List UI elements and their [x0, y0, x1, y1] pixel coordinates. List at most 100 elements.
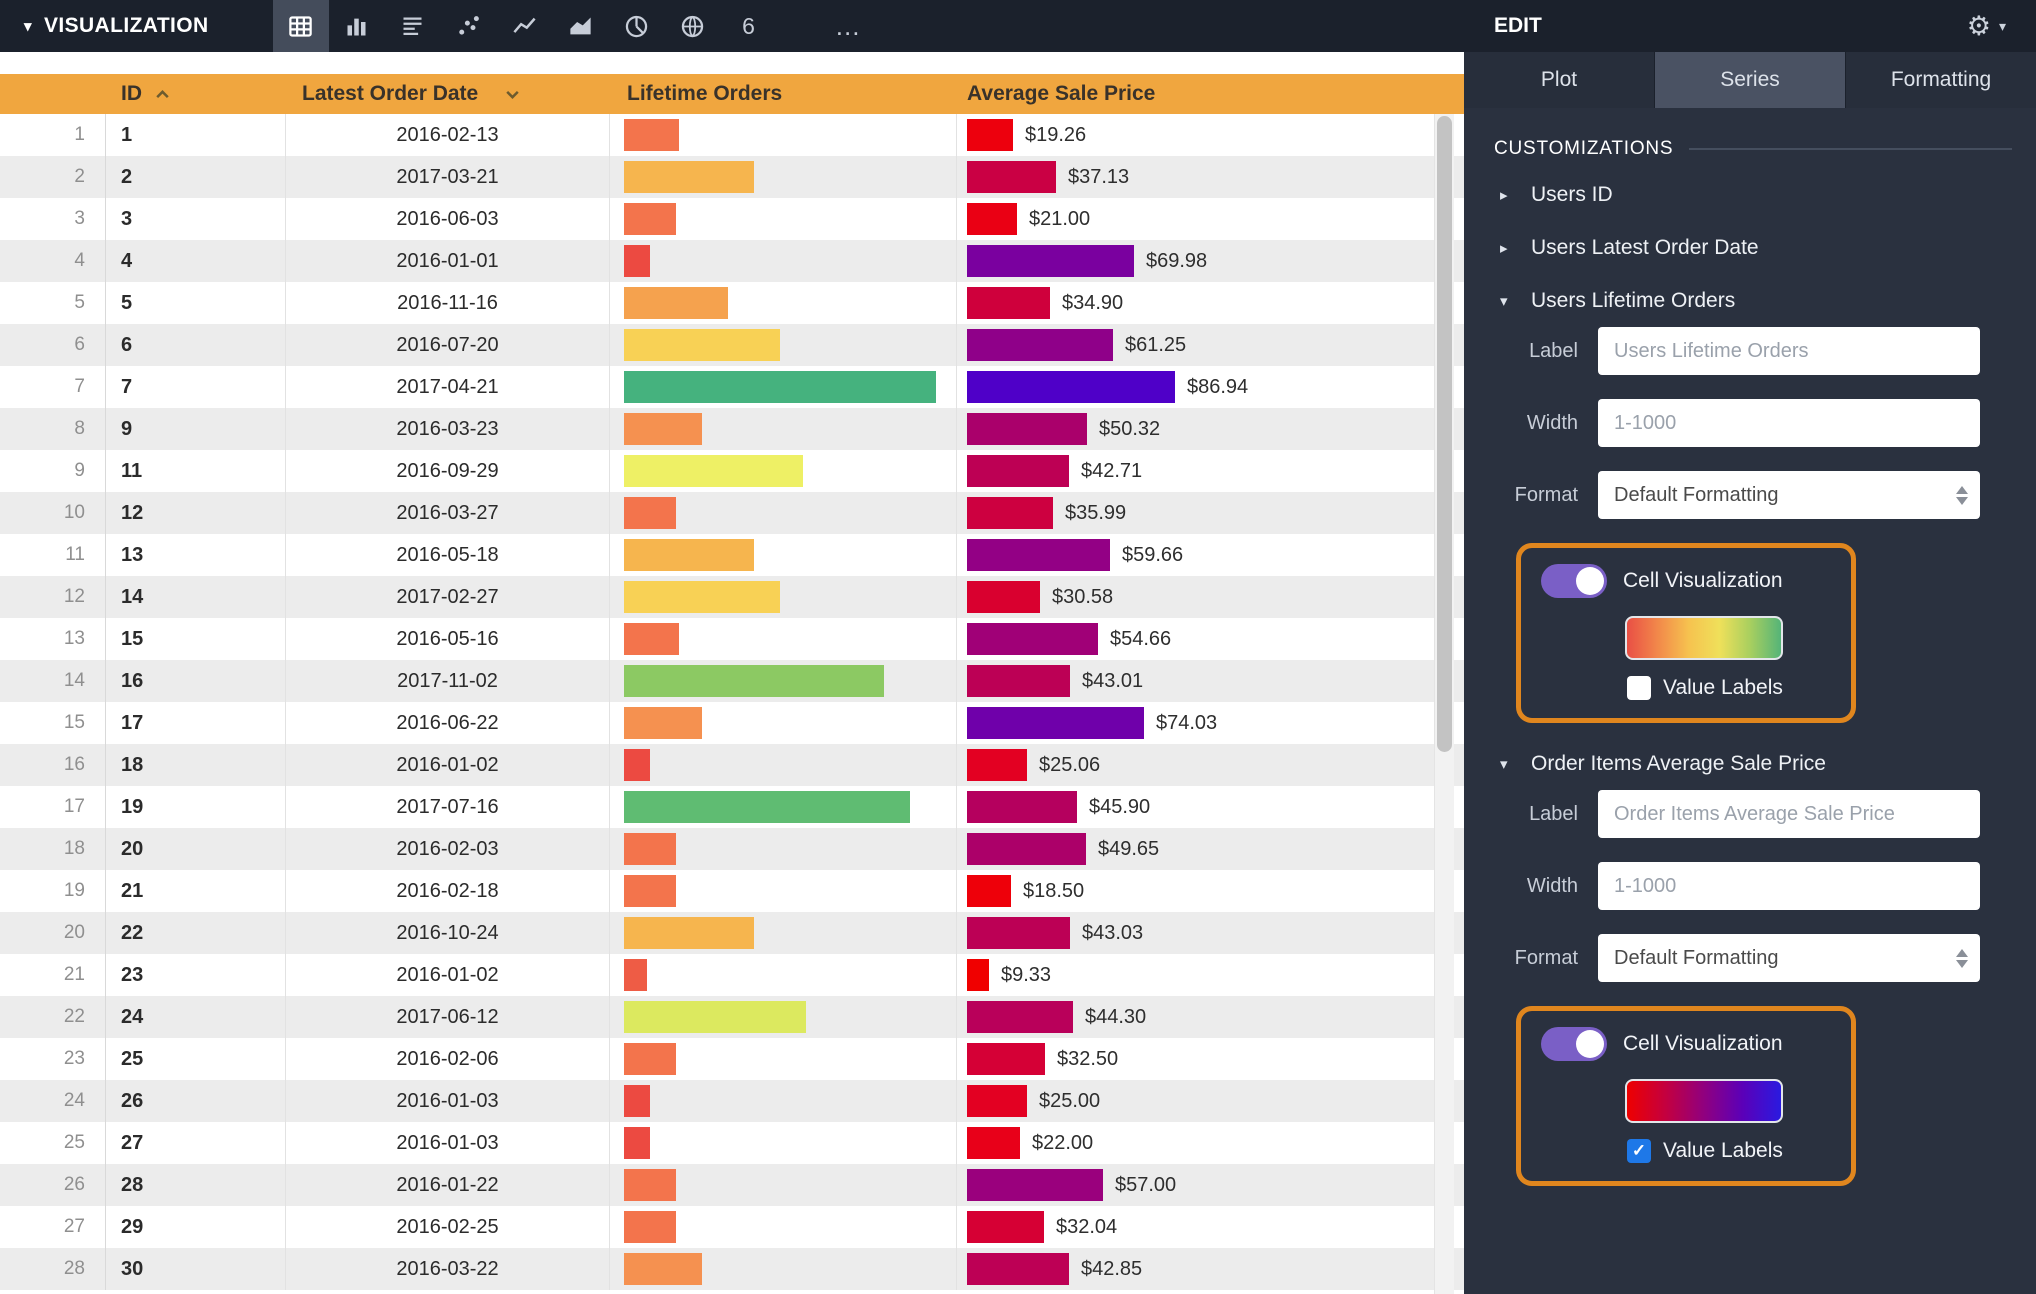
line-chart-icon[interactable]	[497, 0, 553, 52]
format-select[interactable]: Default Formatting	[1598, 471, 1980, 519]
row-number: 18	[0, 828, 106, 870]
table-row: 6 6 2016-07-20 $61.25	[0, 324, 1464, 366]
cell-visualization-highlight-box: Cell Visualization ✓ Value Labels	[1516, 543, 1856, 723]
color-gradient-swatch[interactable]	[1625, 616, 1783, 660]
sale-price-bar	[967, 581, 1040, 613]
value-labels-checkbox[interactable]: ✓	[1627, 676, 1651, 700]
vertical-scrollbar[interactable]	[1434, 114, 1454, 1294]
cell-lifetime-orders	[610, 282, 957, 324]
row-number: 16	[0, 744, 106, 786]
cell-lifetime-orders	[610, 450, 957, 492]
width-input[interactable]	[1598, 399, 1980, 447]
edit-panel-body: CUSTOMIZATIONS ▸ Users ID ▸ Users Latest…	[1464, 108, 2036, 1196]
cell-latest-order-date: 2016-02-06	[286, 1038, 610, 1080]
sale-price-bar	[967, 539, 1110, 571]
text-report-icon[interactable]	[385, 0, 441, 52]
label-field-label: Label	[1529, 802, 1578, 825]
edit-panel-title: EDIT	[1494, 14, 1542, 37]
cell-latest-order-date: 2017-11-02	[286, 660, 610, 702]
cell-average-sale-price: $43.01	[957, 660, 1464, 702]
cell-average-sale-price: $37.13	[957, 156, 1464, 198]
table-row: 4 4 2016-01-01 $69.98	[0, 240, 1464, 282]
width-input[interactable]	[1598, 862, 1980, 910]
sale-price-bar	[967, 875, 1011, 907]
section-order-items-average-sale-price[interactable]: ▾ Order Items Average Sale Price	[1494, 737, 2012, 790]
sale-price-bar	[967, 1253, 1069, 1285]
edit-panel: Plot Series Formatting CUSTOMIZATIONS ▸ …	[1464, 52, 2036, 1294]
lifetime-orders-bar	[624, 161, 754, 193]
tab-plot[interactable]: Plot	[1464, 52, 1655, 108]
table-row: 7 7 2017-04-21 $86.94	[0, 366, 1464, 408]
sale-price-value-label: $35.99	[1065, 501, 1127, 524]
cell-visualization-highlight-box: Cell Visualization ✓ Value Labels	[1516, 1006, 1856, 1186]
sale-price-bar	[967, 1211, 1044, 1243]
customizations-heading: CUSTOMIZATIONS	[1494, 138, 2012, 160]
lifetime-orders-bar	[624, 1169, 676, 1201]
cell-average-sale-price: $42.71	[957, 450, 1464, 492]
value-labels-checkbox[interactable]: ✓	[1627, 1139, 1651, 1163]
lifetime-orders-bar	[624, 455, 803, 487]
cell-latest-order-date: 2016-11-16	[286, 282, 610, 324]
column-chart-icon[interactable]	[329, 0, 385, 52]
header-average-sale-price[interactable]: Average Sale Price	[957, 74, 1464, 114]
table-viz-icon[interactable]	[272, 0, 329, 52]
cell-latest-order-date: 2016-01-02	[286, 744, 610, 786]
cell-visualization-toggle[interactable]	[1541, 564, 1607, 598]
label-input[interactable]	[1598, 790, 1980, 838]
cell-lifetime-orders	[610, 324, 957, 366]
sale-price-value-label: $42.71	[1081, 459, 1143, 482]
row-number: 25	[0, 1122, 106, 1164]
tab-series[interactable]: Series	[1655, 52, 1846, 108]
pie-chart-icon[interactable]	[609, 0, 665, 52]
header-lifetime-orders[interactable]: Lifetime Orders	[610, 74, 957, 114]
format-field-label: Format	[1514, 483, 1578, 506]
lifetime-orders-bar	[624, 1085, 650, 1117]
color-gradient-swatch[interactable]	[1625, 1079, 1783, 1123]
header-latest-order-date[interactable]: Latest Order Date	[286, 74, 610, 114]
sale-price-bar	[967, 203, 1017, 235]
sale-price-value-label: $59.66	[1122, 543, 1184, 566]
cell-id: 26	[106, 1080, 286, 1122]
sort-desc-icon[interactable]	[504, 86, 521, 103]
sale-price-value-label: $34.90	[1062, 291, 1124, 314]
cell-lifetime-orders	[610, 1122, 957, 1164]
label-input[interactable]	[1598, 327, 1980, 375]
lifetime-orders-bar	[624, 539, 754, 571]
cell-average-sale-price: $50.32	[957, 408, 1464, 450]
table-row: 24 26 2016-01-03 $25.00	[0, 1080, 1464, 1122]
panel-settings-button[interactable]: ⚙ ▾	[1967, 11, 2006, 42]
format-select[interactable]: Default Formatting	[1598, 934, 1980, 982]
row-number: 13	[0, 618, 106, 660]
cell-visualization-toggle[interactable]	[1541, 1027, 1607, 1061]
visualization-menu[interactable]: ▾ VISUALIZATION	[0, 14, 209, 38]
width-field-label: Width	[1526, 874, 1578, 897]
cell-id: 21	[106, 870, 286, 912]
table-row: 14 16 2017-11-02 $43.01	[0, 660, 1464, 702]
single-value-icon[interactable]: 6	[742, 12, 755, 39]
cell-id: 25	[106, 1038, 286, 1080]
edit-panel-tabs: Plot Series Formatting	[1464, 52, 2036, 108]
area-chart-icon[interactable]	[553, 0, 609, 52]
section-users-latest-order-date[interactable]: ▸ Users Latest Order Date	[1494, 221, 2012, 274]
map-viz-icon[interactable]	[665, 0, 721, 52]
format-field-label: Format	[1514, 946, 1578, 969]
section-users-id[interactable]: ▸ Users ID	[1494, 168, 2012, 221]
sort-asc-icon[interactable]	[154, 86, 171, 103]
more-viz-icon[interactable]: …	[834, 10, 863, 41]
header-id[interactable]: ID	[106, 74, 286, 114]
cell-average-sale-price: $19.26	[957, 114, 1464, 156]
viz-icon-strip: 6…	[272, 0, 877, 52]
cell-id: 3	[106, 198, 286, 240]
cell-lifetime-orders	[610, 1080, 957, 1122]
sale-price-bar	[967, 161, 1056, 193]
scrollbar-thumb[interactable]	[1437, 116, 1452, 752]
lifetime-orders-bar	[624, 749, 650, 781]
section-label: Users ID	[1531, 183, 1613, 206]
tab-formatting[interactable]: Formatting	[1890, 68, 1992, 91]
scatter-plot-icon[interactable]	[441, 0, 497, 52]
row-number: 3	[0, 198, 106, 240]
select-updown-icon	[1956, 485, 1968, 505]
cell-average-sale-price: $30.58	[957, 576, 1464, 618]
cell-id: 24	[106, 996, 286, 1038]
section-users-lifetime-orders[interactable]: ▾ Users Lifetime Orders	[1494, 274, 2012, 327]
